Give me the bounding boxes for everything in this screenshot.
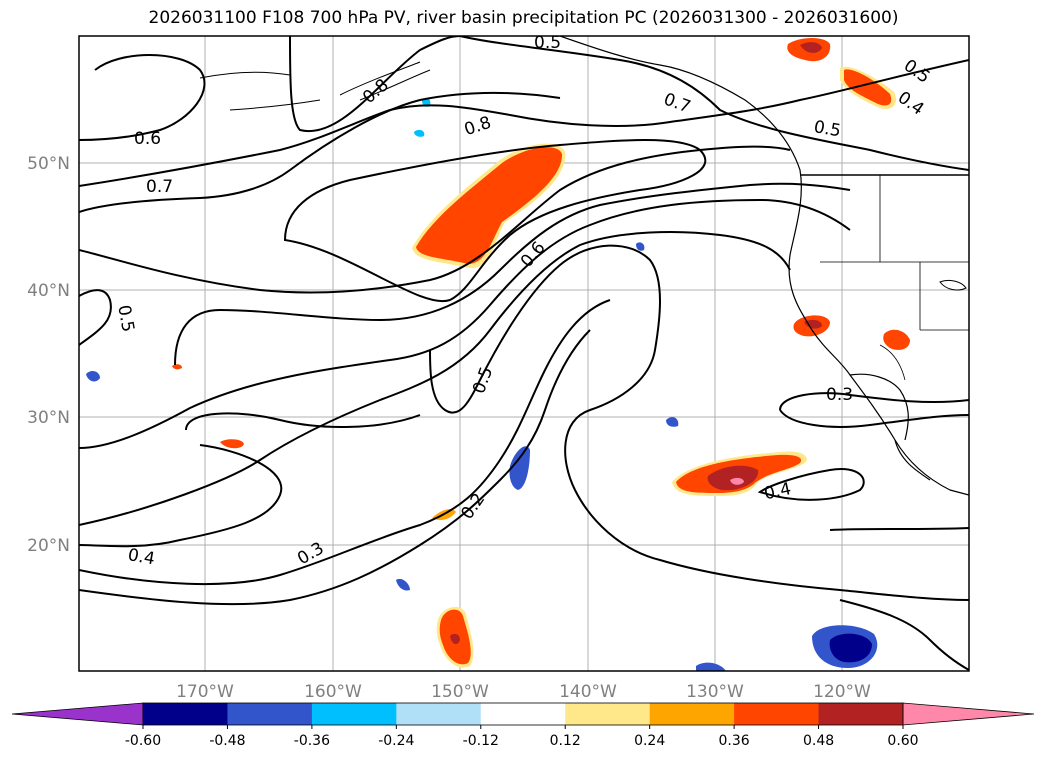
precip-region [800, 42, 822, 53]
colorbar-tick-label: 0.12 [550, 733, 581, 749]
precip-region [220, 439, 244, 449]
lat-tick: 40°N [27, 281, 70, 301]
coastline-path [339, 61, 431, 101]
colorbar-tick-label: -0.24 [378, 733, 414, 749]
colorbar-extend-min [11, 702, 144, 726]
precip-shading [86, 38, 910, 671]
colorbar-tick-label: -0.60 [125, 733, 161, 749]
contour-label: 0.3 [826, 385, 853, 405]
precip-region [636, 242, 645, 251]
lon-axis: 170°W 160°W 150°W 140°W 130°W 120°W [176, 682, 871, 702]
colorbar-outline [142, 702, 904, 726]
colorbar-tick-label: -0.48 [209, 733, 245, 749]
colorbar-bin [227, 703, 313, 725]
coastline-path [559, 36, 969, 496]
colorbar-tick-label: -0.36 [294, 733, 330, 749]
colorbar-tick-label: -0.12 [463, 733, 499, 749]
contour-line [839, 599, 969, 671]
precip-region [450, 633, 460, 645]
pv-contours [79, 36, 969, 671]
contour-line [429, 244, 969, 601]
precip-region [396, 578, 410, 591]
contour-label: 0.7 [146, 177, 173, 197]
contour-line [79, 231, 791, 526]
contour-label: 0.5 [812, 117, 842, 141]
colorbar-bin [734, 703, 820, 725]
coastline [199, 36, 969, 496]
colorbar-extend-max [902, 702, 1035, 726]
precip-region [172, 364, 182, 370]
colorbar-bin [565, 703, 651, 725]
colorbar: -0.60 -0.48 -0.36 -0.24 -0.12 0.12 0.24 0.36 0.4… [11, 702, 1035, 749]
precip-region [829, 633, 872, 663]
contour-line [757, 468, 865, 501]
colorbar-tick-label: 0.36 [719, 733, 750, 749]
contour-label: 0.5 [534, 33, 561, 53]
colorbar-tick-label: 0.48 [803, 733, 834, 749]
lat-axis: 50°N 40°N 30°N 20°N [27, 154, 70, 556]
precip-region [730, 477, 744, 485]
contour-label: 0.4 [126, 545, 156, 569]
precip-region [844, 69, 892, 106]
state-borders [820, 175, 969, 331]
colorbar-bin [480, 703, 566, 725]
state-borders [879, 344, 906, 381]
contour-line [459, 36, 969, 171]
precip-region [509, 446, 530, 490]
colorbar-bin [143, 703, 228, 725]
lon-tick: 120°W [813, 682, 871, 702]
precip-region [414, 129, 425, 137]
colorbar-bin [649, 703, 735, 725]
contour-line [779, 409, 969, 428]
precip-region [707, 465, 759, 491]
contour-line [79, 444, 283, 548]
map-title: 2026031100 F108 700 hPa PV, river basin … [148, 8, 899, 28]
precip-region [696, 662, 726, 671]
contour-line [79, 299, 611, 586]
coastline-path [199, 71, 321, 111]
colorbar-tick-label: 0.60 [887, 733, 918, 749]
lon-tick: 150°W [431, 682, 489, 702]
contour-line [79, 92, 561, 213]
precip-region [86, 371, 100, 382]
contour-line [79, 329, 591, 606]
lon-tick: 130°W [686, 682, 744, 702]
coastline-path [894, 439, 931, 481]
contour-line [174, 182, 851, 366]
lon-tick: 170°W [176, 682, 234, 702]
colorbar-bin [396, 703, 482, 725]
lon-tick: 160°W [304, 682, 362, 702]
contour-line [79, 289, 112, 346]
contour-label: 0.6 [134, 129, 161, 149]
precip-region [804, 319, 822, 329]
precip-region [666, 417, 679, 427]
contour-line [79, 54, 206, 141]
colorbar-bin [818, 703, 904, 725]
lon-tick: 140°W [559, 682, 617, 702]
contour-line [829, 527, 969, 531]
contour-line [79, 145, 791, 294]
contour-label: 0.5 [113, 304, 137, 334]
map-area [79, 36, 969, 671]
coastline-path [939, 279, 967, 291]
contour-line [79, 59, 969, 187]
map-border [78, 35, 970, 672]
lat-tick: 20°N [27, 536, 70, 556]
precip-region [416, 147, 563, 264]
colorbar-bin [311, 703, 397, 725]
contour-line [283, 139, 707, 303]
contour-line [185, 412, 421, 431]
precip-region [883, 329, 910, 350]
lat-tick: 30°N [27, 408, 70, 428]
contour-line [79, 198, 851, 449]
lat-tick: 50°N [27, 154, 70, 174]
contour-line [779, 392, 969, 411]
coastline-path [849, 373, 909, 441]
contour-line [289, 36, 461, 133]
colorbar-tick-label: 0.24 [634, 733, 665, 749]
